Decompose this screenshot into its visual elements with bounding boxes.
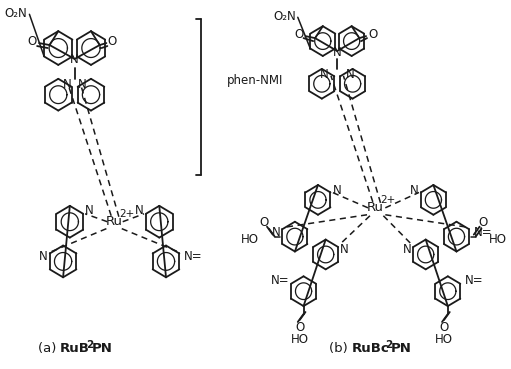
Text: N: N xyxy=(70,54,79,66)
Text: O: O xyxy=(479,216,488,229)
Text: N: N xyxy=(340,242,349,255)
Text: N: N xyxy=(272,225,281,239)
Text: HO: HO xyxy=(489,233,507,246)
Text: N=: N= xyxy=(465,274,484,287)
Text: O: O xyxy=(439,321,449,334)
Text: N: N xyxy=(39,250,48,263)
Text: N=: N= xyxy=(270,274,289,287)
Text: O₂N: O₂N xyxy=(273,10,296,23)
Text: RuBc: RuBc xyxy=(352,342,389,355)
Text: N: N xyxy=(403,242,411,255)
Text: N: N xyxy=(345,68,354,81)
Text: (a): (a) xyxy=(38,342,60,355)
Text: O: O xyxy=(260,216,269,229)
Text: O: O xyxy=(295,321,305,334)
Text: HO: HO xyxy=(435,333,453,346)
Text: 2+: 2+ xyxy=(119,209,134,219)
Text: N: N xyxy=(410,184,419,197)
Text: (b): (b) xyxy=(329,342,352,355)
Text: N: N xyxy=(85,204,94,217)
Text: N=: N= xyxy=(474,225,493,239)
Text: N: N xyxy=(62,78,72,92)
Text: N: N xyxy=(332,184,341,197)
Text: HO: HO xyxy=(291,333,309,346)
Text: Ru: Ru xyxy=(106,215,123,228)
Text: N: N xyxy=(320,68,329,81)
Text: RuB: RuB xyxy=(60,342,90,355)
Text: PN: PN xyxy=(92,342,113,355)
Text: O₂N: O₂N xyxy=(5,7,28,20)
Text: O: O xyxy=(294,28,304,41)
Text: O: O xyxy=(107,35,117,48)
Text: HO: HO xyxy=(241,233,259,246)
Text: 2: 2 xyxy=(385,340,392,350)
Text: 2: 2 xyxy=(86,340,94,350)
Text: O: O xyxy=(28,35,37,48)
Text: O: O xyxy=(368,28,378,41)
Text: phen-NMI: phen-NMI xyxy=(226,74,283,87)
Text: N: N xyxy=(78,78,87,92)
Text: PN: PN xyxy=(391,342,412,355)
Text: N: N xyxy=(135,204,144,217)
Text: 2+: 2+ xyxy=(381,195,396,205)
Text: Ru: Ru xyxy=(367,201,384,214)
Text: N=: N= xyxy=(184,250,203,263)
Text: N: N xyxy=(333,45,341,59)
